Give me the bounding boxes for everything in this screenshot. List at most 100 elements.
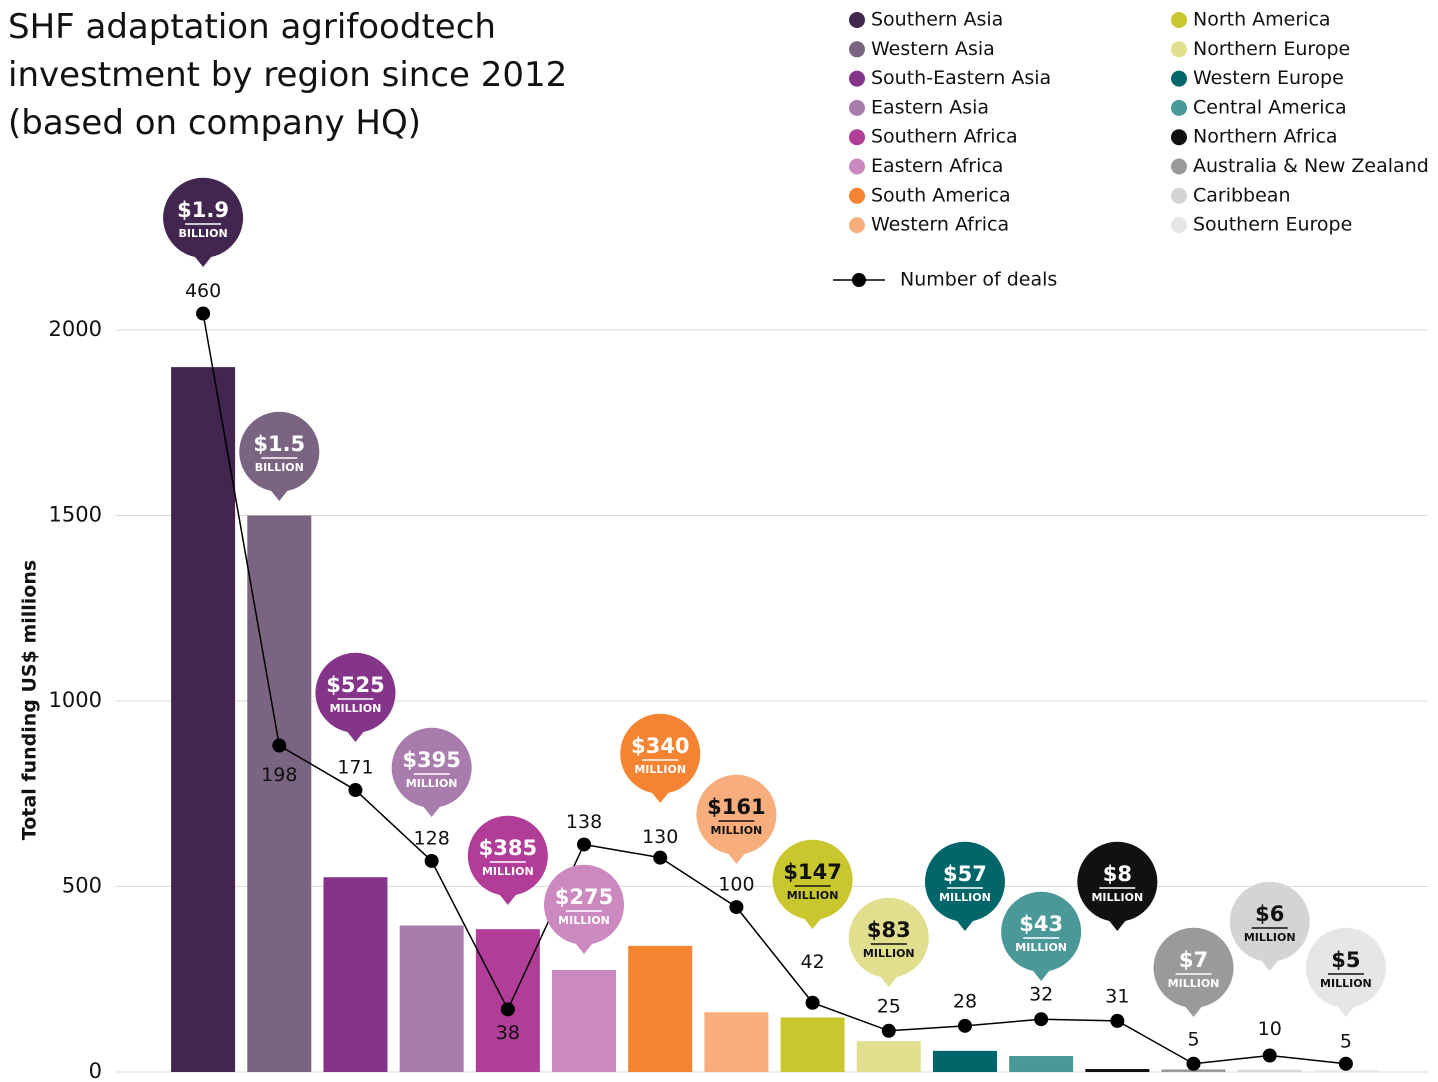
legend-swatch (1171, 187, 1187, 204)
legend-label: Number of deals (900, 269, 1057, 291)
deal-label: 25 (877, 995, 901, 1017)
value-amount: $6 (1255, 902, 1284, 926)
value-label: $395 MILLION (402, 748, 460, 790)
value-bubble (391, 727, 472, 817)
value-unit: MILLION (863, 947, 915, 960)
value-label: $385 MILLION (479, 836, 537, 878)
value-unit: MILLION (406, 777, 458, 790)
deal-label: 31 (1105, 985, 1129, 1007)
value-amount: $1.9 (177, 198, 229, 222)
value-bubble (544, 864, 625, 954)
deal-label: 32 (1029, 984, 1053, 1006)
value-amount: $43 (1019, 912, 1063, 936)
deal-label: 10 (1258, 1018, 1282, 1040)
value-unit: MILLION (1015, 941, 1067, 954)
y-axis-label: Total funding US$ millions (19, 560, 41, 840)
value-label: $7 MILLION (1168, 948, 1220, 990)
deal-label: 5 (1340, 1030, 1352, 1052)
value-amount: $340 (631, 734, 689, 758)
deal-point (729, 900, 744, 915)
bar (704, 1012, 769, 1072)
legend-label: South America (871, 184, 1011, 206)
value-amount: $275 (555, 885, 613, 909)
value-bubble (1001, 891, 1082, 981)
value-label: $1.5 BILLION (253, 432, 305, 474)
value-bubble (239, 411, 320, 501)
value-unit: MILLION (787, 889, 839, 902)
value-unit: MILLION (1244, 931, 1296, 944)
value-amount: $83 (867, 918, 911, 942)
value-unit: MILLION (634, 763, 686, 776)
bar (171, 367, 236, 1073)
deal-label: 100 (718, 874, 754, 896)
legend-label: Australia & New Zealand (1193, 155, 1429, 177)
value-label: $83 MILLION (863, 918, 915, 960)
y-tick-label: 1000 (49, 688, 102, 712)
bar (1009, 1056, 1074, 1072)
bar (247, 515, 312, 1072)
deal-point (1034, 1012, 1049, 1027)
value-amount: $7 (1179, 948, 1208, 972)
value-bubble (1229, 881, 1310, 971)
value-label: $161 MILLION (707, 795, 765, 837)
legend-label: Northern Africa (1193, 126, 1338, 148)
value-amount: $57 (943, 862, 987, 886)
bar (628, 945, 693, 1072)
legend-swatch (849, 70, 865, 87)
deal-point (1338, 1056, 1353, 1071)
legend-swatch (849, 217, 865, 234)
bar (1313, 1070, 1378, 1072)
value-bubble (924, 841, 1005, 931)
value-unit: MILLION (1320, 977, 1372, 990)
value-label: $525 MILLION (326, 673, 384, 715)
deal-point (577, 837, 592, 852)
legend-label: Western Africa (871, 214, 1009, 236)
legend-swatch (1171, 129, 1187, 146)
legend-label: North America (1193, 9, 1331, 31)
deal-label: 130 (642, 826, 678, 848)
value-label: $43 MILLION (1015, 912, 1067, 954)
value-label: $340 MILLION (631, 734, 689, 776)
legend-label: Southern Europe (1193, 214, 1352, 236)
bar (475, 929, 540, 1072)
legend-marker (852, 273, 866, 287)
value-bubble (696, 774, 777, 864)
deal-label: 28 (953, 990, 977, 1012)
value-amount: $161 (707, 795, 765, 819)
value-bubble (315, 652, 396, 742)
value-unit: MILLION (711, 824, 763, 837)
chart-title: investment by region since 2012 (8, 55, 567, 95)
deals-line (202, 313, 1346, 1065)
value-bubble (163, 177, 244, 267)
bar (1085, 1069, 1150, 1072)
legend-label: Eastern Asia (871, 96, 989, 118)
y-tick-label: 2000 (49, 317, 102, 341)
deal-point (196, 306, 211, 321)
deal-label: 171 (337, 757, 373, 779)
bar (932, 1050, 997, 1072)
deal-point (1186, 1056, 1201, 1071)
value-label: $5 MILLION (1320, 948, 1372, 990)
value-bubble (848, 897, 929, 987)
deal-point (957, 1018, 972, 1033)
legend-label: Northern Europe (1193, 38, 1350, 60)
legend-label: Central America (1193, 96, 1347, 118)
value-label: $8 MILLION (1091, 862, 1143, 904)
y-tick-label: 1500 (49, 503, 102, 527)
legend-swatch (1171, 158, 1187, 175)
legend-label: Southern Asia (871, 9, 1003, 31)
value-amount: $1.5 (253, 432, 305, 456)
deal-point (424, 853, 439, 868)
value-bubble (1305, 927, 1386, 1017)
legend-label: Western Asia (871, 38, 995, 60)
bar (552, 969, 617, 1072)
value-unit: MILLION (939, 891, 991, 904)
value-bubble (467, 815, 548, 905)
legend-swatch (849, 41, 865, 58)
deal-point (272, 738, 287, 753)
value-bubble (620, 713, 701, 803)
value-unit: MILLION (482, 865, 534, 878)
value-bubble (1077, 841, 1158, 931)
value-label: $147 MILLION (783, 860, 841, 902)
